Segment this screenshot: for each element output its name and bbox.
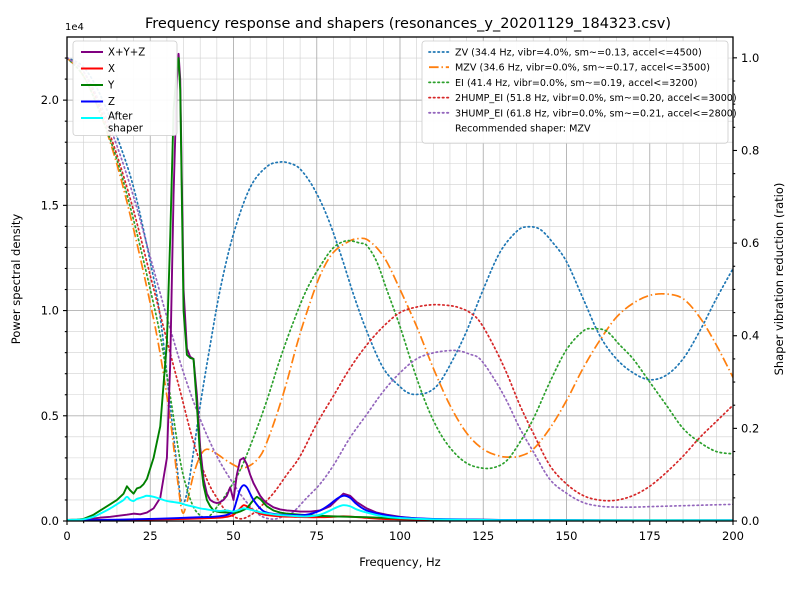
psd-curve-xyz <box>67 52 733 521</box>
xtick-label: 175 <box>639 529 661 543</box>
legend-left-label: Y <box>107 81 115 92</box>
xtick-label: 0 <box>63 529 70 543</box>
shaper-curve-2hump_ei <box>67 56 733 520</box>
legend-left: X+Y+Z XYZ After shaper <box>72 40 178 136</box>
legend-right-label: 2HUMP_EI (51.8 Hz, vibr=0.0%, sm~=0.20, … <box>455 93 737 104</box>
series-group <box>67 52 733 521</box>
ytick-label-right: 0.4 <box>741 329 759 343</box>
ytick-label-left: 0.5 <box>41 409 59 423</box>
legend-left-label-line: shaper <box>108 124 144 135</box>
legend-recommended-shaper: Recommended shaper: MZV <box>455 124 591 135</box>
legend-right: ZV (34.4 Hz, vibr=4.0%, sm~=0.13, accel<… <box>421 40 737 144</box>
ytick-label-left: 0.0 <box>41 514 59 528</box>
y-axis-label-right: Shaper vibration reduction (ratio) <box>772 183 786 376</box>
xtick-label: 50 <box>226 529 241 543</box>
ytick-label-right: 0.6 <box>741 236 759 250</box>
xtick-label: 75 <box>309 529 324 543</box>
ytick-label-right: 0.2 <box>741 421 759 435</box>
legend-right-label: 3HUMP_EI (61.8 Hz, vibr=0.0%, sm~=0.21, … <box>455 108 737 119</box>
y-axis-label-left: Power spectral density <box>9 214 23 345</box>
y-axis-offset-text: 1e4 <box>65 22 84 33</box>
axis-ticks <box>63 57 737 525</box>
shaper-curve-zv <box>67 56 733 506</box>
x-axis-label: Frequency, Hz <box>359 555 440 569</box>
xtick-label: 200 <box>722 529 744 543</box>
xtick-label: 125 <box>472 529 494 543</box>
xtick-label: 150 <box>556 529 578 543</box>
ytick-label-right: 0.0 <box>741 514 759 528</box>
ytick-label-right: 1.0 <box>741 51 759 65</box>
xtick-label: 100 <box>389 529 411 543</box>
chart-title: Frequency response and shapers (resonanc… <box>145 16 671 32</box>
legend-left-label: After shaper <box>108 112 144 135</box>
ytick-label-right: 0.8 <box>741 143 759 157</box>
legend-left-label: X+Y+Z <box>108 48 145 59</box>
legend-right-label: MZV (34.6 Hz, vibr=0.0%, sm~=0.17, accel… <box>455 63 710 74</box>
shaper-curve-ei <box>67 56 733 519</box>
legend-left-label: Z <box>108 97 115 108</box>
ytick-label-left: 1.5 <box>41 198 59 212</box>
psd-curve-after-shaper <box>67 494 733 521</box>
ytick-label-left: 2.0 <box>41 93 59 107</box>
shaper-curve-3hump_ei <box>67 56 733 521</box>
ytick-label-left: 1.0 <box>41 304 59 318</box>
legend-left-label-line: After <box>108 112 133 123</box>
legend-left-label: X <box>108 64 115 75</box>
legend-right-box <box>421 40 729 144</box>
xtick-label: 25 <box>143 529 158 543</box>
legend-left-box <box>72 40 178 136</box>
psd-curve-z <box>67 484 733 521</box>
legend-right-label: EI (41.4 Hz, vibr=0.0%, sm~=0.19, accel<… <box>455 78 697 89</box>
legend-right-label: ZV (34.4 Hz, vibr=4.0%, sm~=0.13, accel<… <box>455 48 702 59</box>
